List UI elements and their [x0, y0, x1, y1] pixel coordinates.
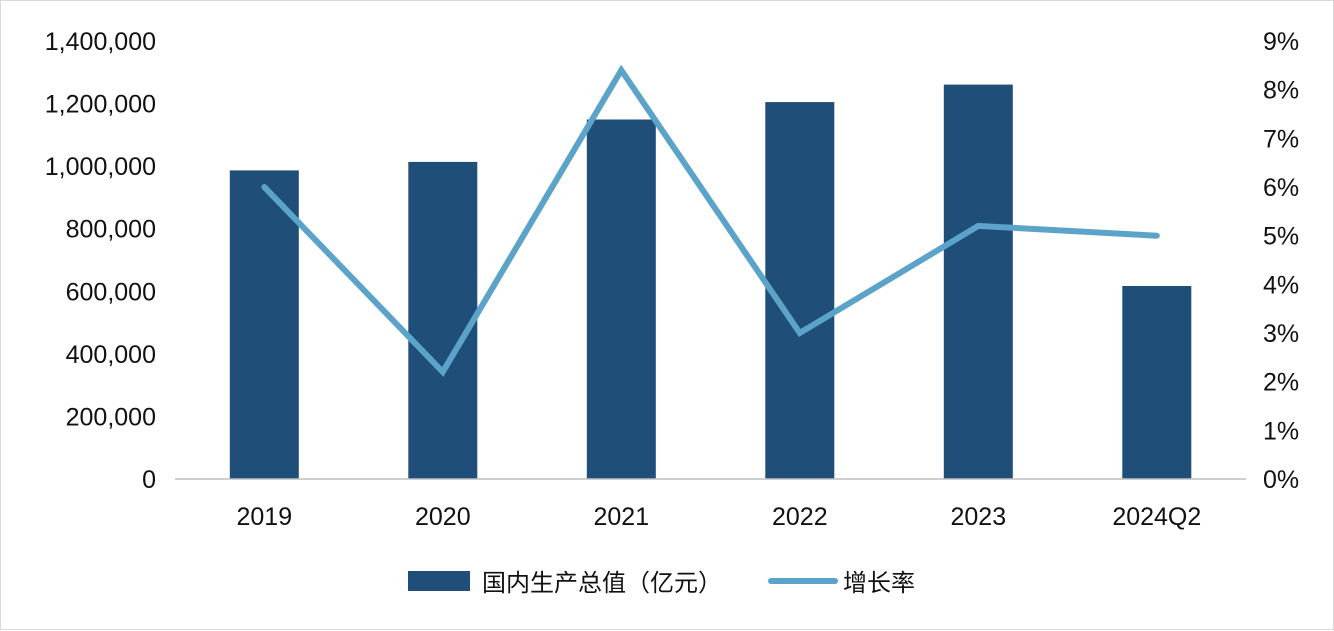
growth-rate-series — [264, 70, 1157, 372]
x-axis-ticks: 2019 2020 2021 2022 2023 2024Q2 — [236, 503, 1201, 531]
legend-swatch-gdp — [408, 571, 470, 591]
bar-2022 — [765, 102, 834, 479]
right-tick-label: 7% — [1263, 125, 1299, 153]
bar-2023 — [944, 85, 1013, 479]
left-tick-label: 0 — [142, 466, 156, 494]
right-tick-label: 0% — [1263, 466, 1299, 494]
right-tick-label: 2% — [1263, 369, 1299, 397]
left-tick-label: 1,200,000 — [45, 91, 156, 119]
right-tick-label: 9% — [1263, 28, 1299, 56]
right-tick-label: 5% — [1263, 223, 1299, 251]
left-tick-label: 800,000 — [66, 216, 156, 244]
x-tick-label: 2022 — [772, 503, 828, 531]
left-tick-label: 600,000 — [66, 278, 156, 306]
bar-2020 — [408, 162, 477, 479]
right-tick-label: 3% — [1263, 320, 1299, 348]
x-tick-label: 2021 — [593, 503, 649, 531]
right-tick-label: 1% — [1263, 417, 1299, 445]
right-axis-ticks: 0% 1% 2% 3% 4% 5% 6% 7% 8% 9% — [1263, 28, 1299, 494]
legend-label-gdp: 国内生产总值（亿元） — [482, 569, 722, 597]
legend: 国内生产总值（亿元） 增长率 — [408, 569, 915, 597]
right-tick-label: 6% — [1263, 174, 1299, 202]
left-axis-ticks: 0 200,000 400,000 600,000 800,000 1,000,000 1,… — [45, 28, 156, 494]
right-tick-label: 4% — [1263, 271, 1299, 299]
x-tick-label: 2024Q2 — [1112, 503, 1201, 531]
bar-series — [230, 85, 1192, 479]
x-tick-label: 2019 — [236, 503, 292, 531]
left-tick-label: 1,400,000 — [45, 28, 156, 56]
bar-2024Q2 — [1122, 286, 1191, 479]
legend-label-growth: 增长率 — [843, 569, 915, 597]
bar-2021 — [587, 120, 656, 480]
left-tick-label: 1,000,000 — [45, 153, 156, 181]
x-tick-label: 2020 — [415, 503, 471, 531]
left-tick-label: 200,000 — [66, 403, 156, 431]
bar-2019 — [230, 170, 299, 479]
x-tick-label: 2023 — [950, 503, 1006, 531]
right-tick-label: 8% — [1263, 77, 1299, 105]
left-tick-label: 400,000 — [66, 341, 156, 369]
growth-rate-line — [264, 70, 1157, 372]
